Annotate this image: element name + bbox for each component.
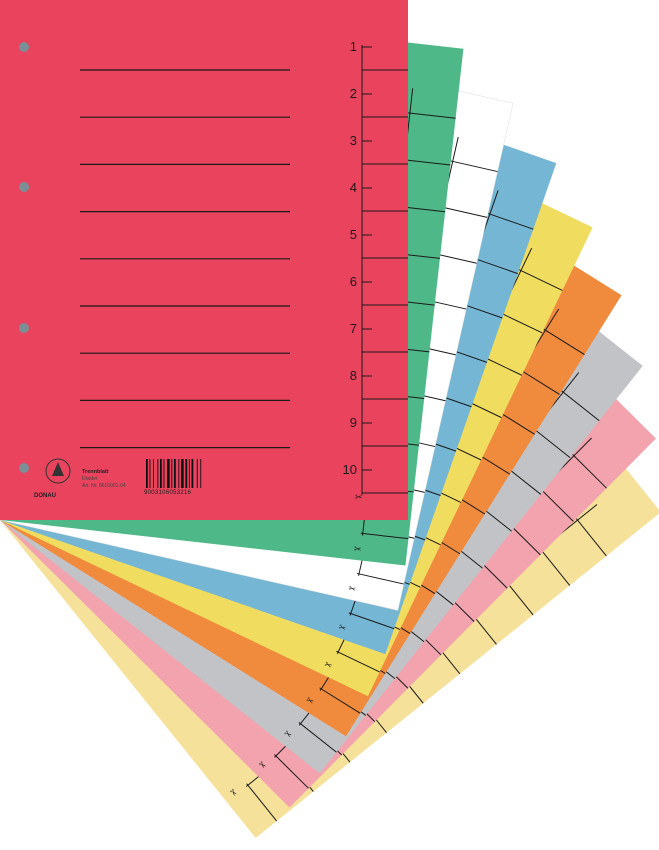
tab-number: 2 (350, 86, 357, 101)
tab-line (518, 269, 563, 291)
tab-line (472, 257, 519, 275)
label-title: Trennblatt (82, 469, 109, 475)
tab-line (572, 454, 607, 489)
barcode-bar (185, 459, 188, 488)
tab-line (360, 532, 409, 540)
tab-line (487, 212, 534, 230)
barcode-bar (181, 459, 184, 488)
barcode-bar (178, 459, 180, 488)
tab-number: 3 (350, 133, 357, 148)
tab-line (561, 390, 600, 422)
barcode-bar (149, 459, 151, 488)
punch-hole (19, 182, 29, 192)
tab-line (450, 160, 498, 173)
tab-number: 6 (350, 274, 357, 289)
tab-line (539, 487, 574, 522)
barcode-bar (171, 459, 173, 488)
tab-number: 1 (350, 39, 357, 54)
barcode (146, 459, 202, 488)
label-article: Art. Nr. 8610001-04 (82, 483, 126, 489)
punch-hole (19, 463, 29, 473)
barcode-bar (191, 459, 194, 488)
writing-lines (80, 69, 290, 449)
barcode-bar (188, 459, 190, 488)
tab-number: 10 (343, 462, 357, 477)
scissors-icon: ✂ (337, 622, 348, 634)
barcode-bar (200, 459, 202, 488)
barcode-bar (163, 459, 165, 488)
tab-line (274, 754, 309, 789)
punch-hole (19, 42, 29, 52)
front-sheet-red: 1 2 3 4 5 6 7 8 9 10 ✂ Trennblatt Divider Art. Nr.… (0, 0, 408, 520)
barcode-bar (167, 459, 170, 488)
tab-number: 9 (350, 415, 357, 430)
tab-line (336, 650, 380, 673)
tab-line (348, 612, 395, 630)
tab-line (407, 112, 456, 119)
tab-line (440, 206, 488, 218)
label-subtitle: Divider (82, 476, 98, 482)
tab-line (543, 328, 585, 356)
tab-line (319, 687, 361, 714)
tab-line (246, 783, 278, 822)
punch-hole (19, 323, 29, 333)
tab-line (298, 722, 337, 753)
punch-holes (19, 42, 29, 473)
scissors-icon: ✂ (355, 492, 363, 502)
tab-line (539, 547, 571, 586)
scissors-icon: ✂ (323, 659, 335, 671)
scissors-icon: ✂ (353, 544, 362, 555)
tab-line (356, 572, 404, 585)
tab-number: 7 (350, 321, 357, 336)
scissors-icon: ✂ (348, 583, 358, 595)
barcode-bar (196, 459, 198, 488)
tab-line (532, 427, 571, 458)
tab-column: 1 2 3 4 5 6 7 8 9 10 ✂ (343, 39, 408, 502)
brand-logo: DONAU (34, 493, 56, 499)
tab-number: 8 (350, 368, 357, 383)
barcode-bar (157, 459, 159, 488)
tab-number: 5 (350, 227, 357, 242)
front-sheet-body (0, 0, 408, 520)
barcode-bar (160, 459, 162, 488)
barcode-bar (174, 459, 176, 488)
tab-line (498, 311, 543, 334)
barcode-bar (153, 459, 154, 488)
tab-number: 4 (350, 180, 357, 195)
barcode-bar (146, 459, 148, 488)
tab-line (402, 159, 451, 166)
tab-line (518, 368, 560, 395)
recycling-seal-icon (45, 458, 71, 484)
tab-line (575, 518, 607, 557)
barcode-number: 9003106053216 (144, 490, 192, 496)
